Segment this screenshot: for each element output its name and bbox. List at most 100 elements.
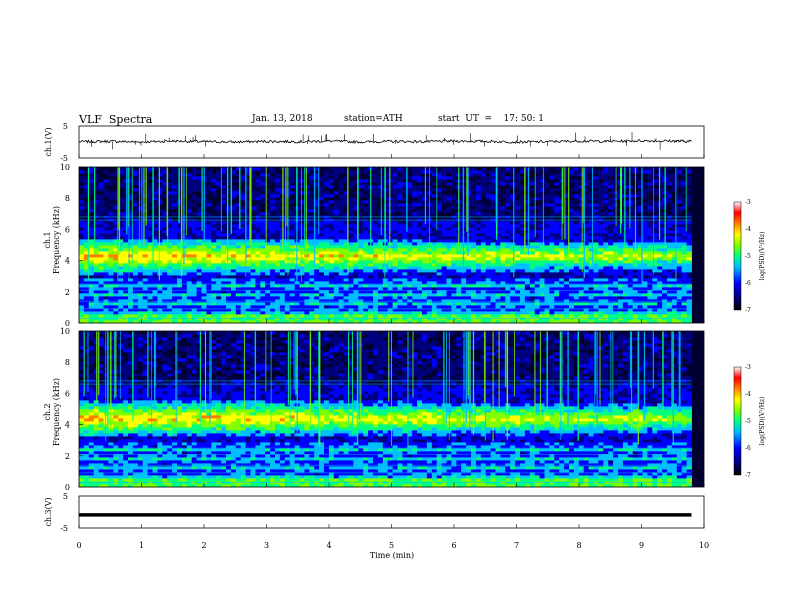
- spectrogram-cell: [230, 200, 237, 204]
- spectrogram-cell: [142, 269, 148, 273]
- spectrogram-cell: [441, 200, 447, 204]
- spectrogram-cell: [196, 254, 202, 258]
- spectrogram-cell: [211, 173, 217, 177]
- spectrogram-cell: [113, 248, 119, 252]
- spectrogram-cell: [328, 278, 335, 282]
- spectrogram-cell: [162, 176, 168, 180]
- spectrogram-cell: [172, 182, 178, 186]
- spectrogram-cell: [534, 179, 540, 183]
- spectrogram-cell: [265, 314, 271, 318]
- spectrogram-cell: [431, 314, 438, 318]
- spectrogram-cell: [319, 239, 325, 243]
- spectrogram-cell: [255, 200, 261, 204]
- spectrogram-cell: [353, 296, 359, 300]
- spectrogram-cell: [270, 293, 276, 297]
- spectrogram-cell: [88, 233, 95, 237]
- spectrogram-cell: [128, 257, 134, 261]
- spectrogram-cell: [471, 251, 477, 255]
- spectrogram-cell: [441, 278, 447, 282]
- spectrogram-cell: [524, 308, 531, 312]
- spectrogram-cell: [495, 176, 501, 180]
- spectrogram-cell: [515, 302, 521, 306]
- spectrogram-cell: [520, 287, 526, 291]
- spectrogram-cell: [240, 302, 246, 306]
- spectrogram-cell: [422, 242, 428, 246]
- spectrogram-cell: [113, 257, 119, 261]
- spectrogram-cell: [191, 266, 197, 270]
- spectrogram-cell: [255, 254, 261, 258]
- spectrogram-cell: [279, 296, 286, 300]
- spectrogram-cell: [186, 227, 193, 231]
- spectrogram-cell: [387, 278, 393, 282]
- spectrogram-cell: [348, 224, 354, 228]
- spectrogram-cell: [451, 194, 457, 198]
- spectrogram-cell: [216, 272, 222, 276]
- spectrogram-cell: [426, 317, 433, 321]
- spectrogram-cell: [392, 194, 398, 198]
- spectrogram-cell: [348, 242, 354, 246]
- spectrogram-cell: [495, 320, 501, 324]
- spectrogram-cell: [426, 290, 433, 294]
- spectrogram-cell: [343, 245, 349, 249]
- spectrogram-cell: [157, 314, 163, 318]
- spectrogram-cell: [123, 296, 129, 300]
- spectrogram-cell: [319, 236, 325, 240]
- spectrogram-cell: [309, 314, 315, 318]
- spectrogram-cell: [343, 254, 349, 258]
- spectrogram-cell: [123, 287, 129, 291]
- spectrogram-cell: [407, 308, 413, 312]
- spectrogram-cell: [157, 257, 163, 261]
- spectrogram-cell: [284, 320, 291, 324]
- spectrogram-cell: [412, 176, 418, 180]
- spectrogram-cell: [88, 245, 95, 249]
- spectrogram-cell: [392, 224, 398, 228]
- spectrogram-cell: [324, 272, 330, 276]
- spectrogram-cell: [83, 296, 90, 300]
- spectrogram-cell: [368, 287, 374, 291]
- spectrogram-cell: [422, 245, 428, 249]
- spectrogram-cell: [407, 296, 413, 300]
- spectrogram-cell: [529, 233, 536, 237]
- spectrogram-cell: [475, 167, 482, 171]
- spectrogram-cell: [270, 209, 276, 213]
- spectrogram-cell: [221, 212, 227, 216]
- spectrogram-cell: [83, 287, 90, 291]
- spectrogram-cell: [152, 221, 158, 225]
- spectrogram-cell: [436, 236, 442, 240]
- spectrogram-cell: [353, 320, 359, 324]
- spectrogram-cell: [152, 203, 158, 207]
- spectrogram-cell: [505, 311, 511, 315]
- spectrogram-cell: [348, 173, 354, 177]
- spectrogram-cell: [417, 308, 423, 312]
- spectrogram-cell: [255, 305, 261, 309]
- spectrogram-cell: [515, 290, 521, 294]
- spectrogram-cell: [343, 272, 349, 276]
- spectrogram-cell: [539, 260, 545, 264]
- spectrogram-cell: [534, 305, 540, 309]
- spectrogram-cell: [324, 212, 330, 216]
- spectrogram-cell: [250, 167, 256, 171]
- spectrogram-cell: [500, 200, 506, 204]
- spectrogram-cell: [387, 275, 393, 279]
- spectrogram-cell: [260, 230, 266, 234]
- spectrogram-cell: [348, 266, 354, 270]
- spectrogram-cell: [201, 278, 207, 282]
- spectrogram-cell: [181, 278, 188, 282]
- spectrogram-cell: [284, 251, 291, 255]
- spectrogram-cell: [265, 233, 271, 237]
- spectrogram-cell: [240, 311, 246, 315]
- spectrogram-cell: [529, 218, 536, 222]
- spectrogram-cell: [186, 293, 193, 297]
- spectrogram-cell: [147, 182, 153, 186]
- spectrogram-cell: [461, 281, 467, 285]
- spectrogram-cell: [93, 209, 99, 213]
- spectrogram-cell: [539, 221, 545, 225]
- spectrogram-cell: [319, 254, 325, 258]
- spectrogram-cell: [363, 182, 369, 186]
- spectrogram-cell: [181, 296, 188, 300]
- spectrogram-cell: [142, 251, 148, 255]
- spectrogram-cell: [451, 266, 457, 270]
- spectrogram-cell: [456, 263, 462, 267]
- spectrogram-cell: [98, 170, 104, 174]
- spectrogram-cell: [431, 257, 438, 261]
